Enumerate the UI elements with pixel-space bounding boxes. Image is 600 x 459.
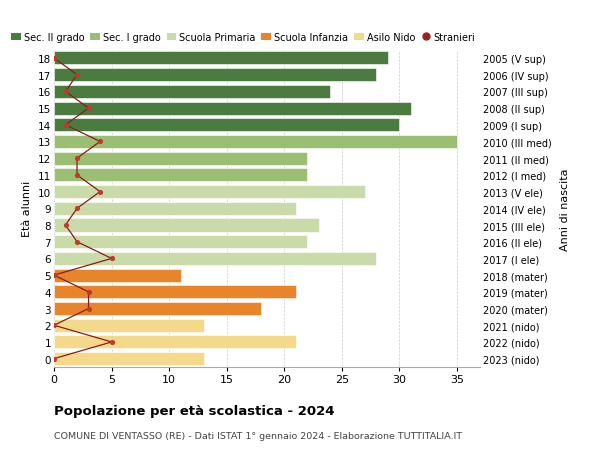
- Point: [72, 155, 82, 162]
- Point: [61, 222, 70, 229]
- Bar: [54, 302, 261, 315]
- Text: COMUNE DI VENTASSO (RE) - Dati ISTAT 1° gennaio 2024 - Elaborazione TUTTITALIA.I: COMUNE DI VENTASSO (RE) - Dati ISTAT 1° …: [54, 431, 462, 441]
- Point: [107, 255, 116, 263]
- Bar: [54, 285, 296, 299]
- Bar: [54, 136, 457, 149]
- Point: [95, 189, 105, 196]
- Bar: [54, 252, 376, 265]
- Point: [61, 89, 70, 96]
- Point: [49, 322, 59, 329]
- Point: [84, 105, 94, 112]
- Bar: [54, 319, 203, 332]
- Bar: [54, 336, 296, 349]
- Y-axis label: Anni di nascita: Anni di nascita: [560, 168, 570, 250]
- Bar: [54, 186, 365, 199]
- Point: [72, 239, 82, 246]
- Point: [49, 272, 59, 279]
- Point: [107, 339, 116, 346]
- Point: [49, 55, 59, 62]
- Point: [84, 289, 94, 296]
- Bar: [54, 152, 307, 165]
- Bar: [54, 219, 319, 232]
- Point: [84, 305, 94, 313]
- Bar: [54, 86, 331, 99]
- Point: [72, 72, 82, 79]
- Point: [72, 205, 82, 213]
- Y-axis label: Età alunni: Età alunni: [22, 181, 32, 237]
- Legend: Sec. II grado, Sec. I grado, Scuola Primaria, Scuola Infanzia, Asilo Nido, Stran: Sec. II grado, Sec. I grado, Scuola Prim…: [11, 33, 475, 43]
- Bar: [54, 169, 307, 182]
- Point: [49, 355, 59, 363]
- Bar: [54, 202, 296, 215]
- Point: [61, 122, 70, 129]
- Text: Popolazione per età scolastica - 2024: Popolazione per età scolastica - 2024: [54, 404, 335, 417]
- Point: [72, 172, 82, 179]
- Bar: [54, 353, 203, 365]
- Bar: [54, 102, 411, 115]
- Bar: [54, 235, 307, 249]
- Bar: [54, 269, 181, 282]
- Bar: [54, 52, 388, 65]
- Point: [95, 139, 105, 146]
- Bar: [54, 119, 400, 132]
- Bar: [54, 69, 376, 82]
